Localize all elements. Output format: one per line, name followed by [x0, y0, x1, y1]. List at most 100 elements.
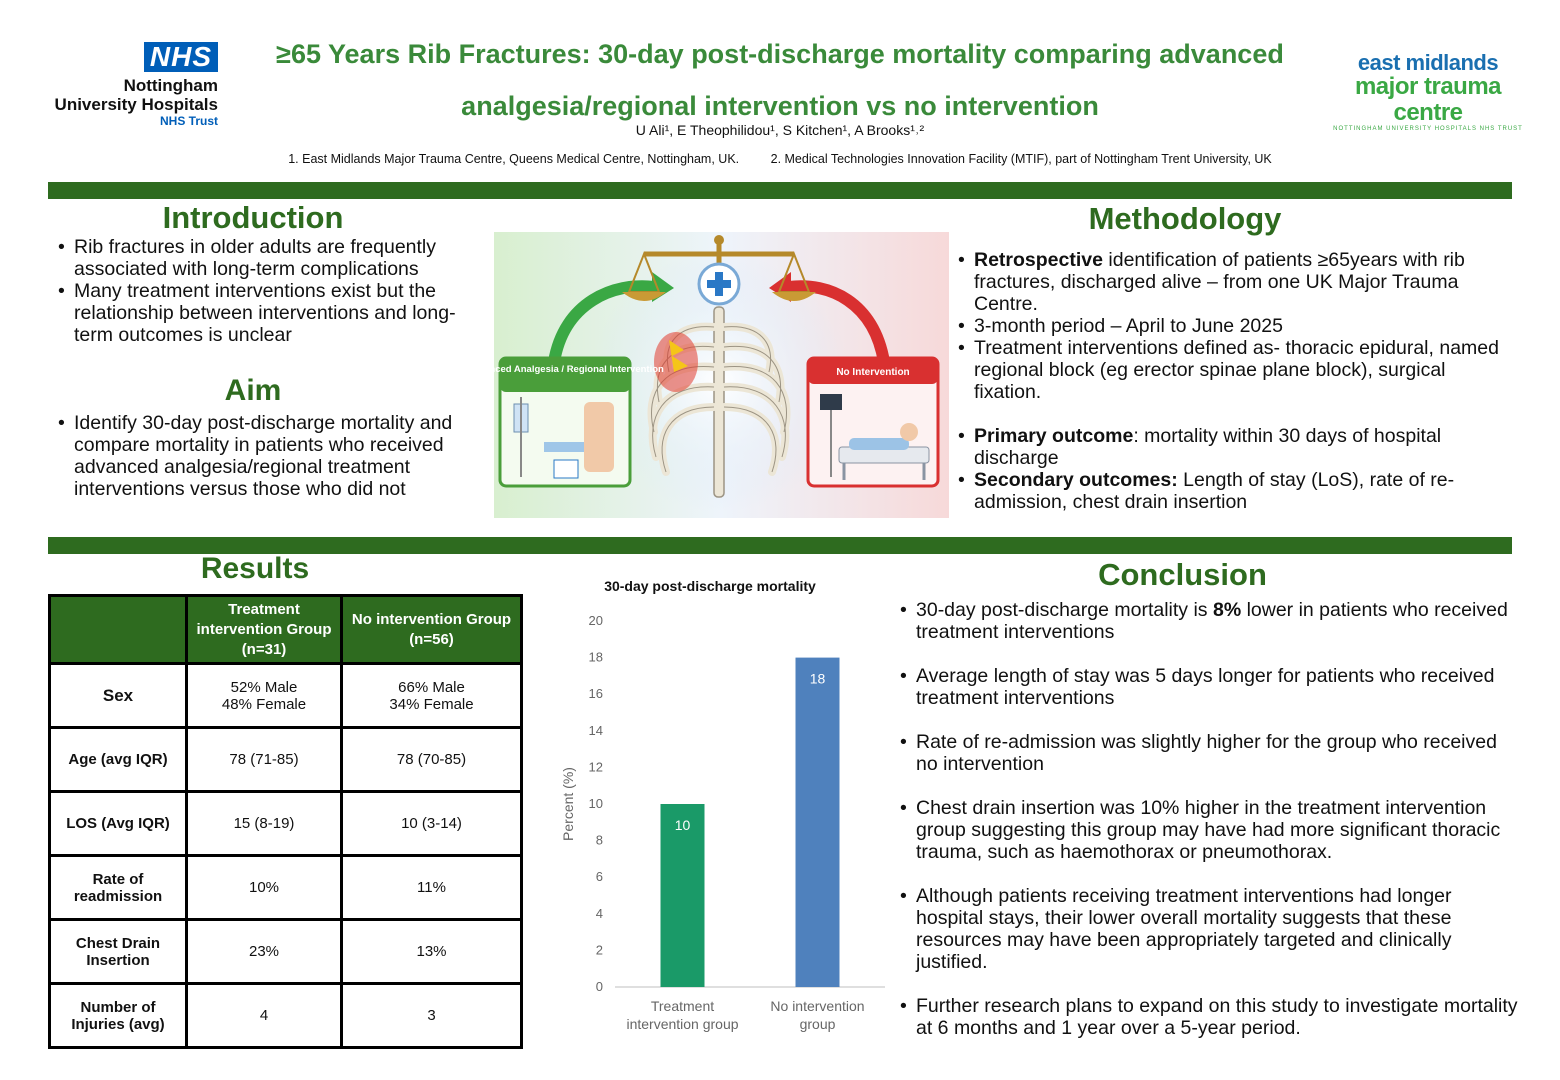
table-cell: 10 (3-14) [340, 790, 523, 857]
affiliation-2: 2. Medical Technologies Innovation Facil… [770, 152, 1272, 166]
row-label: Chest Drain Insertion [48, 918, 188, 985]
fracture-spark-icon [669, 340, 688, 372]
bold-text: Primary outcome [974, 425, 1134, 447]
table-cell: 4 [185, 982, 343, 1049]
y-tick-label: 16 [589, 686, 603, 701]
row-label: Age (avg IQR) [48, 726, 188, 793]
cell-line: 52% Male [230, 678, 298, 696]
table-row: Age (avg IQR) 78 (71-85) 78 (70-85) [48, 726, 523, 793]
bar [795, 657, 840, 987]
table-row: LOS (Avg IQR) 15 (8-19) 10 (3-14) [48, 790, 523, 857]
x-tick-label: No intervention [770, 998, 864, 1014]
text: : mortality within 30 days of hospital d… [974, 425, 1442, 469]
y-tick-label: 6 [596, 869, 603, 884]
emtc-logo-line2: major trauma centre [1354, 73, 1502, 126]
y-tick-label: 14 [589, 723, 603, 738]
y-tick-label: 20 [589, 613, 603, 628]
monitor-icon [820, 394, 842, 410]
table-cell: 11% [340, 854, 523, 921]
list-item: Rate of re-admission was slightly higher… [900, 731, 1520, 775]
row-label: LOS (Avg IQR) [48, 790, 188, 857]
y-tick-label: 4 [596, 906, 603, 921]
table-header-no-intervention: No intervention Group (n=56) [340, 594, 523, 665]
cell-line: 66% Male [398, 678, 465, 696]
intervention-panel-label: Advanced Analgesia / Regional Interventi… [494, 364, 664, 375]
divider-top [48, 182, 1512, 199]
text: lower in patients who received treatment… [916, 599, 1508, 643]
conclusion-list: 30-day post-discharge mortality is 8% lo… [900, 599, 1520, 1061]
list-item: Further research plans to expand on this… [900, 995, 1520, 1039]
table-cell: 13% [340, 918, 523, 985]
table-header-row: Treatment intervention Group (n=31) No i… [48, 594, 523, 665]
list-item: 30-day post-discharge mortality is 8% lo… [900, 599, 1520, 643]
aim-list: Identify 30-day post-discharge mortality… [58, 412, 478, 500]
x-tick-label: Treatment [651, 998, 714, 1014]
table-row: Rate of readmission 10% 11% [48, 854, 523, 921]
authors: U Ali¹, E Theophilidou¹, S Kitchen¹, A B… [635, 122, 925, 138]
y-tick-label: 10 [589, 796, 603, 811]
illustration-svg: Advanced Analgesia / Regional Interventi… [466, 232, 949, 518]
results-heading: Results [200, 552, 310, 585]
table-cell: 78 (70-85) [340, 726, 523, 793]
no-intervention-label: No Intervention [836, 367, 909, 378]
bold-text: 8% [1212, 599, 1242, 621]
affiliation-1: 1. East Midlands Major Trauma Centre, Qu… [288, 152, 740, 166]
cell-line: 34% Female [389, 695, 474, 713]
methodology-list: Retrospective identification of patients… [958, 249, 1518, 513]
nhs-logo-line3: NHS Trust [159, 114, 218, 128]
mortality-chart: 30-day post-discharge mortality 0 2 4 6 8 10 12… [545, 575, 900, 1045]
poster-title: ≥65 Years Rib Fractures: 30-day post-dis… [230, 28, 1330, 132]
y-tick-label: 8 [596, 833, 603, 848]
y-tick-label: 12 [589, 759, 603, 774]
emtc-logo: east midlands major trauma centre NOTTIN… [1318, 50, 1538, 133]
table-cell: 78 (71-85) [185, 726, 343, 793]
data-label: 18 [810, 671, 826, 687]
row-label: Rate of readmission [48, 854, 188, 921]
methodology-heading: Methodology [1088, 201, 1282, 236]
nhs-logo-line2: University Hospitals [54, 95, 218, 114]
table-row: Number of Injuries (avg) 4 3 [48, 982, 523, 1049]
row-label: Sex [48, 662, 188, 729]
rib-fracture-illustration: Advanced Analgesia / Regional Interventi… [466, 232, 949, 518]
x-tick-label: group [800, 1016, 836, 1032]
syringe-icon [544, 442, 584, 452]
nhs-badge: NHS [143, 42, 218, 72]
emtc-logo-line1: east midlands [1357, 50, 1499, 75]
bold-text: Retrospective [974, 249, 1103, 271]
text: identification of patients ≥65years with… [974, 249, 1465, 315]
text: Length of stay (LoS), rate of re-admissi… [974, 469, 1455, 513]
list-item: Chest drain insertion was 10% higher in … [900, 797, 1520, 863]
text: 30-day post-discharge mortality is [916, 599, 1213, 621]
divider-middle [48, 537, 1512, 554]
list-item: Secondary outcomes: Length of stay (LoS)… [958, 469, 1518, 513]
list-item: Rib fractures in older adults are freque… [58, 236, 478, 280]
y-tick-label: 0 [596, 979, 603, 994]
aim-heading: Aim [224, 374, 282, 407]
svg-text:Advanced Analgesia / Regional: Advanced Analgesia / Regional Interventi… [494, 364, 664, 375]
row-label: Number of Injuries (avg) [48, 982, 188, 1049]
nhs-logo: NHS Nottingham University Hospitals NHS … [48, 42, 218, 128]
y-tick-label: 2 [596, 942, 603, 957]
introduction-heading: Introduction [162, 200, 344, 235]
x-tick-label: intervention group [626, 1016, 738, 1032]
conclusion-heading: Conclusion [1098, 557, 1267, 592]
table-cell: 15 (8-19) [185, 790, 343, 857]
results-table: Treatment intervention Group (n=31) No i… [48, 594, 523, 1049]
list-item: Many treatment interventions exist but t… [58, 280, 478, 346]
title-line2: analgesia/regional intervention vs no in… [461, 91, 1099, 121]
list-item: Retrospective identification of patients… [958, 249, 1518, 315]
emtc-logo-line3: NOTTINGHAM UNIVERSITY HOSPITALS NHS TRUS… [1333, 126, 1523, 132]
table-cell: 23% [185, 918, 343, 985]
list-item: Primary outcome: mortality within 30 day… [958, 425, 1518, 469]
bold-text: Secondary outcomes: [974, 469, 1178, 491]
data-label: 10 [675, 817, 691, 833]
y-tick-label: 18 [589, 650, 603, 665]
bar [660, 804, 705, 987]
spine-icon [584, 402, 614, 472]
list-item: Average length of stay was 5 days longer… [900, 665, 1520, 709]
table-row: Chest Drain Insertion 23% 13% [48, 918, 523, 985]
patient-icon [900, 423, 918, 441]
table-header-empty [48, 594, 188, 665]
list-item: Treatment interventions defined as- thor… [958, 337, 1518, 403]
cell-line: 48% Female [221, 695, 307, 713]
